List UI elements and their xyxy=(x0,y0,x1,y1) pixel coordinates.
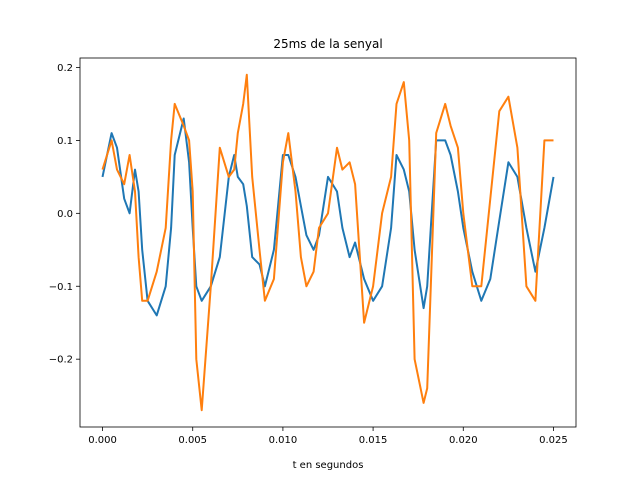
x-tick-label: 0.010 xyxy=(269,435,298,446)
plot-frame xyxy=(79,57,577,428)
y-tick-label: 0.2 xyxy=(57,63,73,74)
series-layer xyxy=(101,73,555,412)
y-axis: −0.2 −0.1 0.0 0.1 0.2 xyxy=(49,63,80,366)
y-tick-label: −0.2 xyxy=(49,355,73,366)
x-tick-label: 0.000 xyxy=(88,435,117,446)
y-tick-label: −0.1 xyxy=(49,282,73,293)
series-line-2 xyxy=(101,73,554,412)
chart-title: 25ms de la senyal xyxy=(273,37,382,51)
x-axis-label: t en segundos xyxy=(293,460,364,471)
x-tick-label: 0.025 xyxy=(539,435,568,446)
x-axis: 0.000 0.005 0.010 0.015 0.020 0.025 xyxy=(88,427,568,446)
x-tick-label: 0.020 xyxy=(449,435,478,446)
x-tick-label: 0.015 xyxy=(359,435,388,446)
y-tick-label: 0.0 xyxy=(57,209,73,220)
x-tick-label: 0.005 xyxy=(178,435,207,446)
y-tick-label: 0.1 xyxy=(57,136,73,147)
series-line-1 xyxy=(101,117,555,317)
plot-area xyxy=(80,58,576,427)
